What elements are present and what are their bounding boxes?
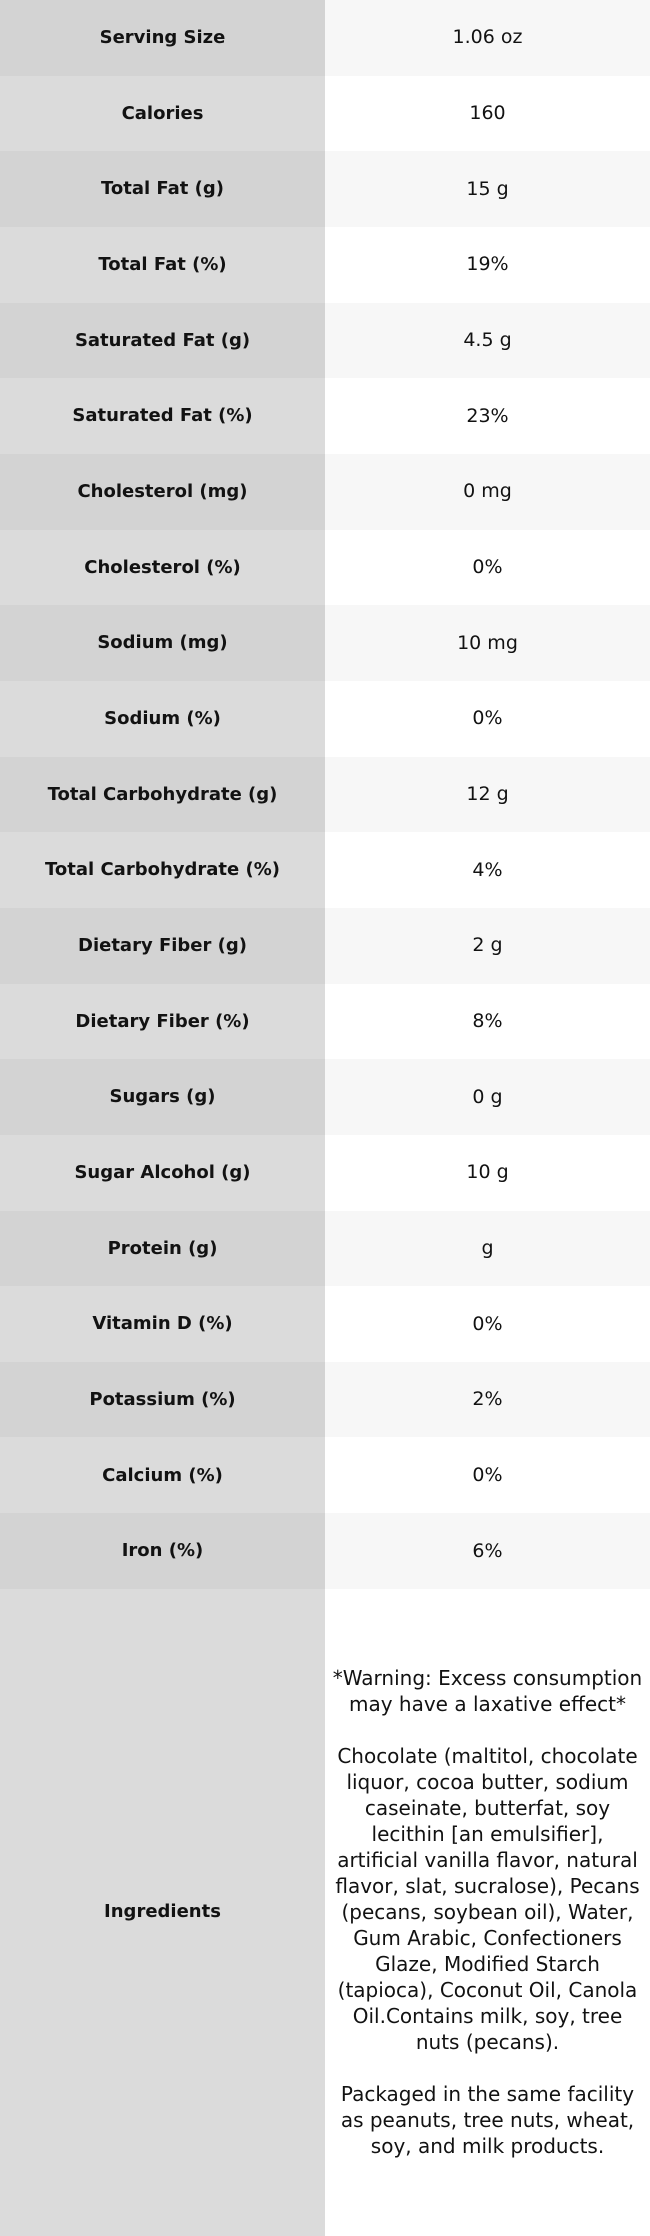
nutrient-value: 8% xyxy=(325,983,650,1060)
nutrient-value: 1.06 oz xyxy=(325,0,650,76)
table-row: Serving Size 1.06 oz xyxy=(0,0,650,76)
ingredients-text-cell: *Warning: Excess consumption may have a … xyxy=(325,1588,650,2236)
ingredients-warning: *Warning: Excess consumption may have a … xyxy=(332,1666,643,1717)
table-row: Dietary Fiber (%) 8% xyxy=(0,983,650,1060)
table-row: Total Carbohydrate (%) 4% xyxy=(0,832,650,908)
nutrient-label: Sugar Alcohol (g) xyxy=(0,1134,325,1211)
nutrient-label: Dietary Fiber (g) xyxy=(0,907,325,984)
ingredients-row: Ingredients *Warning: Excess consumption… xyxy=(0,1588,650,2236)
nutrient-value: 2% xyxy=(325,1361,650,1438)
nutrient-label: Saturated Fat (g) xyxy=(0,302,325,379)
nutrient-value: 0 mg xyxy=(325,453,650,530)
table-row: Total Carbohydrate (g) 12 g xyxy=(0,756,650,833)
table-row: Potassium (%) 2% xyxy=(0,1361,650,1438)
table-row: Sugar Alcohol (g) 10 g xyxy=(0,1134,650,1211)
nutrient-value: 6% xyxy=(325,1513,650,1589)
nutrient-label: Total Carbohydrate (%) xyxy=(0,832,325,908)
nutrient-label: Dietary Fiber (%) xyxy=(0,983,325,1060)
ingredients-paragraphs: *Warning: Excess consumption may have a … xyxy=(332,1665,643,2159)
nutrient-label: Iron (%) xyxy=(0,1513,325,1589)
nutrient-label: Vitamin D (%) xyxy=(0,1286,325,1362)
nutrient-label: Sugars (g) xyxy=(0,1059,325,1135)
nutrient-value: 0% xyxy=(325,529,650,606)
table-row: Cholesterol (mg) 0 mg xyxy=(0,453,650,530)
nutrient-label: Sodium (mg) xyxy=(0,605,325,681)
ingredients-list: Chocolate (maltitol, chocolate liquor, c… xyxy=(335,1744,640,2055)
nutrient-value: 0% xyxy=(325,1437,650,1514)
nutrient-label: Cholesterol (%) xyxy=(0,529,325,606)
nutrient-value: 160 xyxy=(325,75,650,152)
nutrient-value: 0 g xyxy=(325,1059,650,1135)
table-row: Saturated Fat (%) 23% xyxy=(0,378,650,454)
nutrient-label: Cholesterol (mg) xyxy=(0,453,325,530)
nutrient-label: Total Fat (g) xyxy=(0,151,325,227)
nutrient-label: Sodium (%) xyxy=(0,680,325,757)
nutrient-label: Potassium (%) xyxy=(0,1361,325,1438)
ingredients-allergen-note: Packaged in the same facility as peanuts… xyxy=(340,2082,635,2159)
table-row: Protein (g) g xyxy=(0,1210,650,1287)
nutrient-value: 0% xyxy=(325,1286,650,1362)
table-row: Iron (%) 6% xyxy=(0,1513,650,1589)
nutrient-value: 4% xyxy=(325,832,650,908)
nutrient-value: 23% xyxy=(325,378,650,454)
nutrient-label: Saturated Fat (%) xyxy=(0,378,325,454)
table-row: Cholesterol (%) 0% xyxy=(0,529,650,606)
table-row: Sodium (mg) 10 mg xyxy=(0,605,650,681)
table-row: Saturated Fat (g) 4.5 g xyxy=(0,302,650,379)
nutrient-value: 10 g xyxy=(325,1134,650,1211)
nutrient-value: 2 g xyxy=(325,907,650,984)
nutrient-label: Total Carbohydrate (g) xyxy=(0,756,325,833)
ingredients-label: Ingredients xyxy=(0,1588,325,2236)
nutrient-value: 0% xyxy=(325,680,650,757)
nutrient-value: 12 g xyxy=(325,756,650,833)
nutrient-value: 15 g xyxy=(325,151,650,227)
nutrient-label: Calcium (%) xyxy=(0,1437,325,1514)
nutrient-value: 4.5 g xyxy=(325,302,650,379)
table-row: Total Fat (g) 15 g xyxy=(0,151,650,227)
nutrient-label: Total Fat (%) xyxy=(0,226,325,303)
table-row: Vitamin D (%) 0% xyxy=(0,1286,650,1362)
table-row: Sodium (%) 0% xyxy=(0,680,650,757)
nutrient-label: Protein (g) xyxy=(0,1210,325,1287)
nutrient-label: Calories xyxy=(0,75,325,152)
table-row: Sugars (g) 0 g xyxy=(0,1059,650,1135)
table-row: Dietary Fiber (g) 2 g xyxy=(0,907,650,984)
nutrient-label: Serving Size xyxy=(0,0,325,76)
nutrient-value: g xyxy=(325,1210,650,1287)
nutrient-value: 10 mg xyxy=(325,605,650,681)
table-row: Calories 160 xyxy=(0,75,650,152)
nutrient-value: 19% xyxy=(325,226,650,303)
table-row: Total Fat (%) 19% xyxy=(0,226,650,303)
table-row: Calcium (%) 0% xyxy=(0,1437,650,1514)
